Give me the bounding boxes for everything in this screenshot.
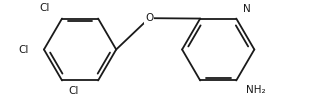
Text: Cl: Cl: [18, 44, 28, 55]
Text: Cl: Cl: [68, 86, 79, 96]
Text: O: O: [145, 13, 153, 23]
Text: NH₂: NH₂: [246, 85, 265, 95]
Text: Cl: Cl: [39, 3, 50, 13]
Text: N: N: [242, 4, 250, 14]
